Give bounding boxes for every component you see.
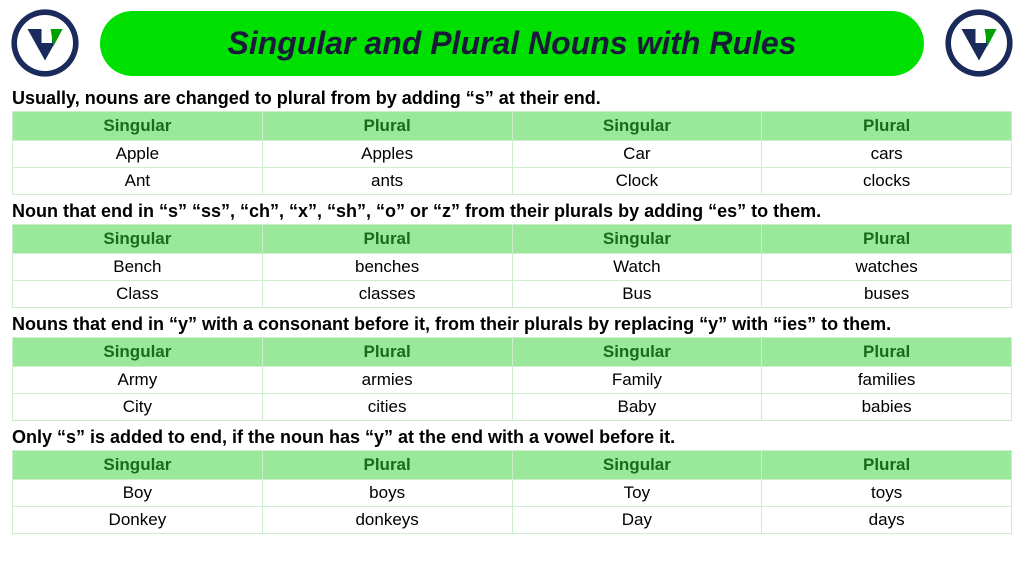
table-row: Army armies Family families xyxy=(13,367,1012,394)
cell: Apple xyxy=(13,141,263,168)
cell: classes xyxy=(262,281,512,308)
col-header: Plural xyxy=(762,451,1012,480)
table-2: Singular Plural Singular Plural Army arm… xyxy=(12,337,1012,421)
cell: ants xyxy=(262,168,512,195)
rule-text-0: Usually, nouns are changed to plural fro… xyxy=(12,88,1012,109)
table-row: Ant ants Clock clocks xyxy=(13,168,1012,195)
cell: Apples xyxy=(262,141,512,168)
cell: Ant xyxy=(13,168,263,195)
cell: Donkey xyxy=(13,507,263,534)
cell: days xyxy=(762,507,1012,534)
col-header: Plural xyxy=(762,112,1012,141)
cell: cities xyxy=(262,394,512,421)
col-header: Plural xyxy=(762,338,1012,367)
page-title: Singular and Plural Nouns with Rules xyxy=(150,25,874,62)
logo-left xyxy=(10,8,80,78)
table-row: Class classes Bus buses xyxy=(13,281,1012,308)
cell: Watch xyxy=(512,254,762,281)
cell: armies xyxy=(262,367,512,394)
cell: benches xyxy=(262,254,512,281)
col-header: Singular xyxy=(512,225,762,254)
cell: Bench xyxy=(13,254,263,281)
cell: Toy xyxy=(512,480,762,507)
col-header: Singular xyxy=(13,112,263,141)
col-header: Plural xyxy=(262,225,512,254)
col-header: Singular xyxy=(512,451,762,480)
rule-text-2: Nouns that end in “y” with a consonant b… xyxy=(12,314,1012,335)
content: Usually, nouns are changed to plural fro… xyxy=(0,88,1024,534)
title-pill: Singular and Plural Nouns with Rules xyxy=(100,11,924,76)
cell: cars xyxy=(762,141,1012,168)
col-header: Plural xyxy=(762,225,1012,254)
header-row: Singular and Plural Nouns with Rules xyxy=(0,0,1024,82)
cell: Family xyxy=(512,367,762,394)
cell: boys xyxy=(262,480,512,507)
table-row: Donkey donkeys Day days xyxy=(13,507,1012,534)
rule-text-3: Only “s” is added to end, if the noun ha… xyxy=(12,427,1012,448)
cell: Army xyxy=(13,367,263,394)
cell: families xyxy=(762,367,1012,394)
cell: City xyxy=(13,394,263,421)
table-row: Bench benches Watch watches xyxy=(13,254,1012,281)
col-header: Singular xyxy=(512,112,762,141)
table-1: Singular Plural Singular Plural Bench be… xyxy=(12,224,1012,308)
col-header: Plural xyxy=(262,451,512,480)
cell: Boy xyxy=(13,480,263,507)
cell: Day xyxy=(512,507,762,534)
table-0: Singular Plural Singular Plural Apple Ap… xyxy=(12,111,1012,195)
rule-text-1: Noun that end in “s” “ss”, “ch”, “x”, “s… xyxy=(12,201,1012,222)
cell: Clock xyxy=(512,168,762,195)
cell: clocks xyxy=(762,168,1012,195)
col-header: Singular xyxy=(13,338,263,367)
cell: Car xyxy=(512,141,762,168)
col-header: Singular xyxy=(512,338,762,367)
cell: Class xyxy=(13,281,263,308)
col-header: Plural xyxy=(262,338,512,367)
cell: buses xyxy=(762,281,1012,308)
table-3: Singular Plural Singular Plural Boy boys… xyxy=(12,450,1012,534)
cell: toys xyxy=(762,480,1012,507)
col-header: Plural xyxy=(262,112,512,141)
col-header: Singular xyxy=(13,451,263,480)
cell: donkeys xyxy=(262,507,512,534)
table-row: City cities Baby babies xyxy=(13,394,1012,421)
col-header: Singular xyxy=(13,225,263,254)
cell: Baby xyxy=(512,394,762,421)
cell: watches xyxy=(762,254,1012,281)
logo-right xyxy=(944,8,1014,78)
table-row: Apple Apples Car cars xyxy=(13,141,1012,168)
cell: Bus xyxy=(512,281,762,308)
table-row: Boy boys Toy toys xyxy=(13,480,1012,507)
cell: babies xyxy=(762,394,1012,421)
